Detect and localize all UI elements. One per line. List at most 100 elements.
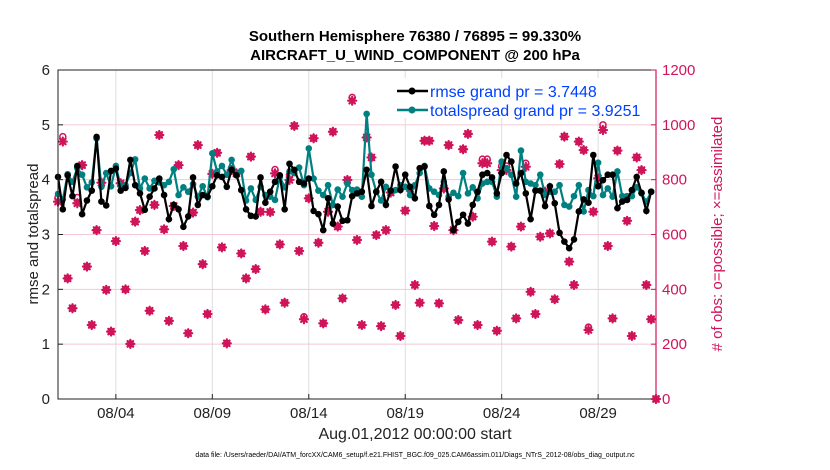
asterisk-stroke <box>131 217 140 226</box>
asterisk-stroke <box>222 339 231 348</box>
obs-assimilated-marker <box>559 131 570 142</box>
rmse-point <box>102 202 110 209</box>
rmse-point <box>445 196 452 203</box>
rmse-point <box>426 202 433 210</box>
obs-assimilated-marker <box>607 313 618 324</box>
obs-assimilated-marker <box>602 240 613 252</box>
rmse-point <box>78 210 86 218</box>
asterisk-stroke <box>642 281 651 289</box>
rmse-point <box>358 188 366 196</box>
data-file-path: data file: /Users/raeder/DAI/ATM_forcXX/… <box>195 452 635 459</box>
obs-assimilated-marker <box>347 95 358 106</box>
totalspread-point <box>131 156 139 163</box>
obs-assimilated-marker <box>491 325 502 336</box>
asterisk-stroke <box>150 200 159 209</box>
totalspread-point <box>78 171 86 179</box>
x-tick-label: 08/29 <box>579 405 617 422</box>
rmse-point <box>532 187 539 194</box>
asterisk-stroke <box>328 127 337 136</box>
rmse-point <box>454 218 462 226</box>
obs-assimilated-marker <box>371 229 382 241</box>
asterisk-stroke <box>632 153 641 162</box>
asterisk-stroke <box>218 243 226 252</box>
obs-assimilated-marker <box>139 245 150 257</box>
rmse-point <box>339 217 346 225</box>
rmse-point <box>435 201 443 209</box>
rmse-point <box>556 229 563 237</box>
asterisk-stroke <box>435 299 443 308</box>
legend: rmse grand pr = 3.7448 totalspread grand… <box>378 78 648 120</box>
obs-assimilated-marker <box>597 124 609 136</box>
asterisk-stroke <box>377 322 386 330</box>
rmse-point <box>638 189 645 197</box>
asterisk-stroke <box>613 146 622 155</box>
y-right-tick-label: 800 <box>662 172 687 189</box>
asterisk-stroke <box>203 310 212 318</box>
obs-assimilated-marker <box>154 129 165 141</box>
rmse-point <box>575 208 583 215</box>
asterisk-stroke <box>338 294 347 303</box>
asterisk-stroke <box>546 229 554 238</box>
obs-assimilated-marker <box>298 314 310 325</box>
rmse-point <box>141 206 149 214</box>
asterisk-stroke <box>126 339 135 348</box>
chart-title-line-1: Southern Hemisphere 76380 / 76895 = 99.3… <box>248 28 582 45</box>
rmse-point <box>223 183 231 191</box>
asterisk-stroke <box>599 126 607 134</box>
asterisk-stroke <box>295 247 304 255</box>
rmse-point <box>83 197 91 204</box>
asterisk-stroke <box>290 122 299 130</box>
totalspread-point <box>618 192 626 200</box>
rmse-point <box>136 190 144 197</box>
obs-assimilated-marker <box>163 315 175 326</box>
asterisk-stroke <box>589 207 598 216</box>
rmse-point <box>609 171 616 179</box>
obs-assimilated-marker <box>274 239 285 250</box>
asterisk-stroke <box>92 226 101 235</box>
asterisk-stroke <box>87 321 96 329</box>
y-right-tick-label: 400 <box>662 281 687 298</box>
obs-assimilated-marker <box>535 231 546 242</box>
obs-assimilated-marker <box>351 234 363 246</box>
totalspread-point <box>83 184 91 191</box>
obs-assimilated-marker <box>578 144 589 156</box>
asterisk-stroke <box>608 314 617 323</box>
totalspread-point <box>556 181 563 189</box>
asterisk-stroke <box>251 265 260 273</box>
asterisk-stroke <box>627 332 636 340</box>
rmse-point <box>570 236 578 243</box>
chart-title-line-2: AIRCRAFT_U_WIND_COMPONENT @ 200 hPa <box>250 47 580 64</box>
obs-assimilated-marker <box>91 225 102 236</box>
totalspread-point <box>228 156 235 164</box>
obs-assimilated-marker <box>395 330 406 342</box>
obs-assimilated-marker <box>337 293 348 304</box>
y-tick-label: 6 <box>42 62 50 79</box>
obs-assimilated-marker <box>260 304 271 315</box>
obs-assimilated-marker <box>506 241 517 252</box>
obs-assimilated-marker <box>183 328 194 339</box>
asterisk-stroke <box>401 206 410 215</box>
asterisk-stroke <box>111 237 120 245</box>
rmse-point <box>397 186 404 194</box>
totalspread-point <box>599 191 607 199</box>
rmse-point <box>406 183 414 191</box>
rmse-point <box>503 151 510 159</box>
totalspread-point <box>209 150 216 157</box>
totalspread-point <box>392 186 399 194</box>
rmse-point <box>464 220 472 227</box>
obs-assimilated-marker <box>265 206 276 218</box>
rmse-point <box>488 174 496 181</box>
y-right-tick-label: 200 <box>662 336 687 353</box>
rmse-point <box>146 193 153 200</box>
asterisk-stroke <box>256 207 265 216</box>
asterisk-stroke <box>488 237 496 246</box>
rmse-point <box>257 174 264 181</box>
obs-assimilated-marker <box>482 158 493 169</box>
asterisk-stroke <box>579 146 588 154</box>
rmse-point <box>247 212 255 220</box>
totalspread-point <box>590 192 597 200</box>
rmse-point <box>517 169 525 177</box>
rmse-point <box>527 215 534 223</box>
rmse-point <box>180 223 187 231</box>
asterisk-stroke <box>68 304 77 313</box>
